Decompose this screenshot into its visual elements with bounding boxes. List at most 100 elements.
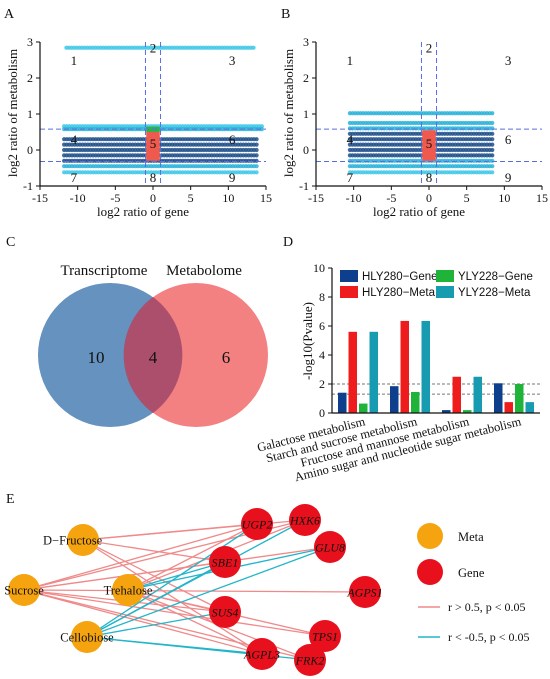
bar [369, 331, 378, 413]
legend-label: YLY228−Gene [458, 271, 533, 283]
center-highlight-red [422, 130, 436, 161]
panel-a-xlabel: log2 ratio of gene [97, 204, 189, 219]
venn-set-label-metabolome: Metabolome [166, 263, 242, 279]
scatter-point [490, 120, 495, 126]
quadrant-label: 2 [426, 40, 433, 55]
quadrant-label: 4 [71, 132, 78, 147]
x-tick-label: 15 [536, 191, 548, 205]
gene-node [241, 508, 273, 540]
bar [463, 410, 472, 413]
panel-c-label: C [6, 235, 15, 250]
edge-positive [82, 539, 263, 655]
legend-meta-label: Meta [458, 530, 484, 544]
quadrant-label: 3 [229, 53, 236, 68]
venn-count-metabolome: 6 [222, 348, 231, 367]
legend-positive-label: r > 0.5, p < 0.05 [448, 600, 526, 614]
quadrant-label: 6 [229, 132, 236, 147]
network-legend: Meta Gene r > 0.5, p < 0.05 r < -0.5, p < 0… [417, 523, 530, 644]
panel-e-label: E [6, 492, 15, 507]
venn-set-label-transcriptome: Transcriptome [61, 263, 148, 279]
quadrant-label: 5 [426, 136, 433, 151]
scatter-point [254, 147, 259, 153]
scatter-band [62, 142, 259, 147]
y-tick-label: 3 [303, 35, 309, 49]
edge-negative [86, 561, 226, 638]
scatter-point [490, 164, 495, 169]
edge-positive [127, 589, 263, 655]
edge-negative [86, 523, 258, 638]
gene-node-label: GLU8 [315, 541, 345, 555]
gene-node-label: FRK2 [295, 654, 325, 668]
gene-node-label: AGPL3 [243, 648, 280, 662]
y-tick-label: 0 [319, 406, 325, 420]
panel-d-ylabel: -log10(Pvalue) [300, 302, 315, 380]
edge-negative [127, 561, 226, 591]
scatter-band [64, 45, 256, 50]
panel-a-ylabel: log2 ratio of metabolism [5, 49, 20, 177]
panel-d-label: D [283, 235, 293, 250]
scatter-band [347, 142, 495, 147]
gene-node [289, 504, 321, 536]
gene-node [209, 546, 241, 578]
scatter-band [347, 147, 495, 153]
gene-node [209, 596, 241, 628]
edge-negative [86, 611, 226, 638]
edge-positive [127, 523, 258, 591]
scatter-point [490, 147, 495, 153]
x-tick-label: -10 [70, 191, 86, 205]
x-tick-label: -15 [308, 191, 324, 205]
y-tick-label: 6 [319, 319, 325, 333]
quadrant-label: 3 [505, 53, 512, 68]
x-tick-label: -5 [386, 191, 396, 205]
bar [359, 403, 368, 413]
bar [504, 402, 513, 413]
gene-node-label: AGPS1 [346, 586, 382, 600]
y-tick-label: 3 [27, 35, 33, 49]
scatter-point [490, 153, 495, 158]
quadrant-label: 4 [347, 132, 354, 147]
scatter-band [62, 127, 264, 132]
legend-swatch [436, 270, 454, 282]
scatter-band [347, 170, 495, 175]
bar [473, 376, 482, 413]
panel-a-label: A [4, 7, 15, 22]
gene-node [309, 620, 341, 652]
meta-node-label: Trehalose [104, 584, 153, 598]
x-tick-label: 15 [260, 191, 272, 205]
scatter-point [490, 111, 495, 116]
bar [400, 320, 409, 413]
scatter-point [259, 127, 264, 132]
gene-node-label: SUS4 [212, 606, 239, 620]
y-tick-label: 0 [303, 143, 309, 157]
panel-b-label: B [281, 7, 290, 22]
scatter-band [347, 111, 495, 116]
scatter-band [347, 120, 495, 126]
meta-node-label: Cellobiose [60, 631, 114, 645]
gene-node [294, 644, 326, 676]
meta-node [8, 574, 40, 606]
scatter-point [254, 137, 259, 142]
y-tick-label: -1 [299, 179, 309, 193]
scatter-band [62, 147, 259, 153]
y-tick-label: 2 [27, 71, 33, 85]
quadrant-label: 2 [150, 40, 157, 55]
y-tick-label: 4 [319, 348, 325, 362]
meta-node [67, 524, 99, 556]
panel-b-xlabel: log2 ratio of gene [373, 204, 465, 219]
x-tick-label: -10 [346, 191, 362, 205]
bar [390, 386, 399, 413]
y-tick-label: 1 [27, 107, 33, 121]
x-tick-label: -5 [110, 191, 120, 205]
venn-count-transcriptome: 10 [88, 348, 105, 367]
scatter-point [490, 131, 495, 136]
x-tick-label: 5 [188, 191, 194, 205]
bar [442, 410, 451, 413]
meta-node [71, 621, 103, 653]
